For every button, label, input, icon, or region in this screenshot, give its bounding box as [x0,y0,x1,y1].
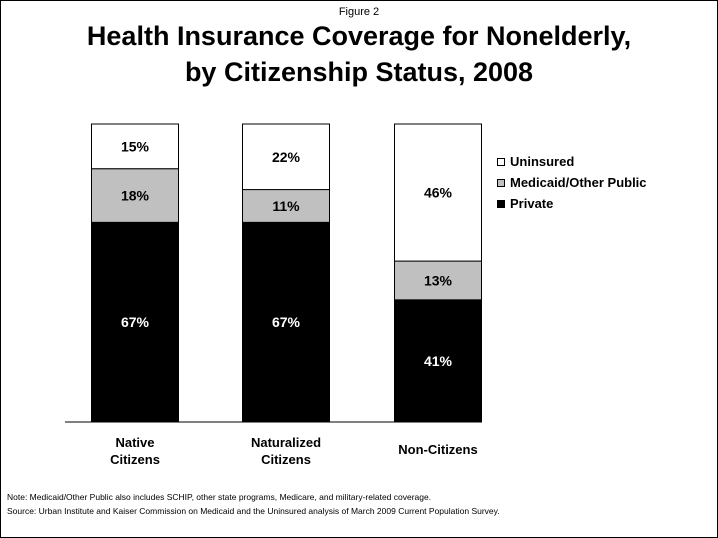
chart-title: Health Insurance Coverage for Nonelderly… [1,18,717,90]
bar-segment-medicaid-other-public-1 [91,168,179,223]
legend-item: Medicaid/Other Public [497,172,647,193]
data-label: 11% [272,198,300,214]
category-label: Non-Citizens [398,442,477,457]
category-label: Citizens [261,452,311,467]
legend-item: Uninsured [497,151,647,172]
data-label: 46% [424,185,453,201]
legend-swatch [497,178,505,187]
bar-segment-medicaid-other-public-3 [394,260,482,301]
legend-label: Uninsured [510,154,575,169]
chart-legend: Uninsured Medicaid/Other Public Private [497,151,647,214]
figure-label: Figure 2 [338,6,380,18]
bar-segment-uninsured-2 [242,123,330,191]
data-label: 13% [424,272,453,288]
data-label: 67% [121,314,150,330]
legend-swatch [497,199,505,208]
bar-segment-private-1 [91,221,179,423]
bar-segment-uninsured-1 [91,123,179,170]
data-label: 41% [424,353,453,369]
title-line-2: by Citizenship Status, 2008 [184,57,534,87]
source-text: Source: Urban Institute and Kaiser Commi… [7,506,500,516]
data-label: 22% [272,149,301,165]
title-line-1: Health Insurance Coverage for Nonelderly… [86,21,632,51]
category-label: Native [115,435,154,450]
legend-label: Medicaid/Other Public [510,175,647,190]
category-label: Citizens [110,452,160,467]
data-label: 18% [121,188,150,204]
category-label: Naturalized [251,435,321,450]
legend-swatch [497,157,505,166]
data-label: 67% [272,314,301,330]
data-label: 15% [121,138,150,154]
note-text: Note: Medicaid/Other Public also include… [7,492,432,502]
legend-item: Private [497,193,647,214]
footnotes: Note: Medicaid/Other Public also include… [7,490,500,518]
bar-segment-uninsured-3 [394,123,482,262]
legend-label: Private [510,196,554,211]
